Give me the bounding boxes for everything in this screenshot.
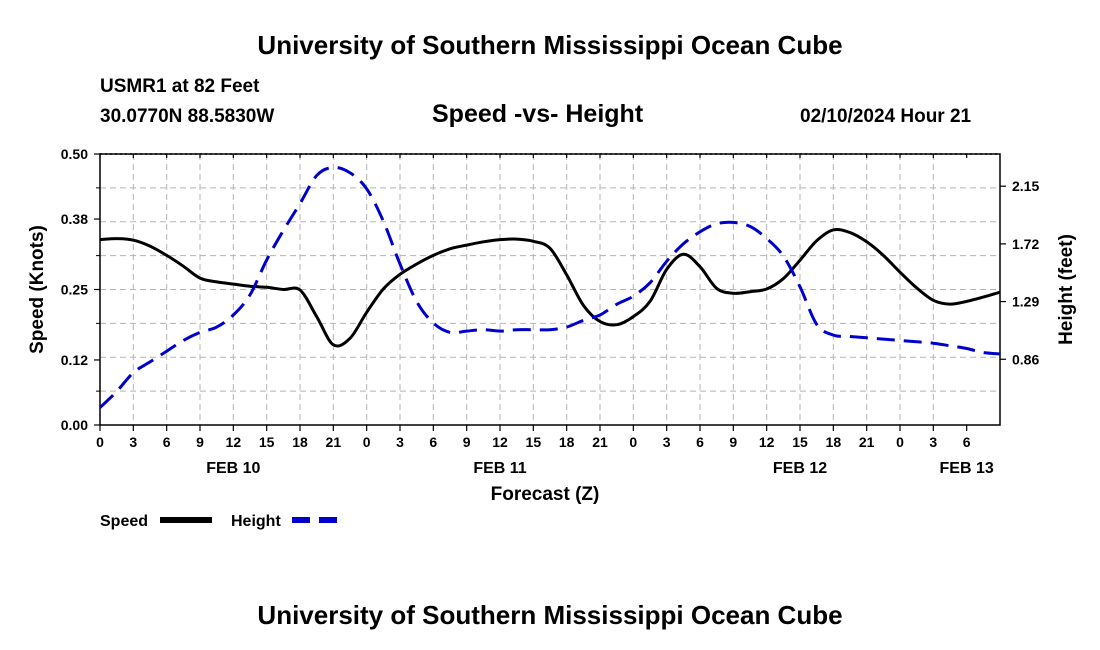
date-label: FEB 11 xyxy=(473,460,526,477)
x-tick-label: 15 xyxy=(792,434,808,450)
x-tick-label: 12 xyxy=(226,434,242,450)
y-axis-title: Speed (Knots) xyxy=(27,225,48,354)
y-tick-label: 0.25 xyxy=(61,282,88,298)
x-tick-label: 18 xyxy=(559,434,575,450)
x-tick-label: 3 xyxy=(663,434,671,450)
series-lines xyxy=(98,165,1001,409)
date-label: FEB 10 xyxy=(206,460,260,477)
y-tick-label: 0.12 xyxy=(61,352,88,368)
x-tick-label: 12 xyxy=(759,434,775,450)
x-tick-label: 15 xyxy=(259,434,275,450)
forecast-datetime: 02/10/2024 Hour 21 xyxy=(800,106,972,127)
x-tick-label: 12 xyxy=(492,434,508,450)
y-tick-label: 0.50 xyxy=(61,146,88,162)
x-tick-label: 6 xyxy=(163,434,171,450)
x-tick-label: 21 xyxy=(592,434,608,450)
y2-tick-label: 0.86 xyxy=(1012,351,1039,367)
x-tick-label: 18 xyxy=(292,434,308,450)
x-tick-label: 9 xyxy=(729,434,737,450)
chart-grid xyxy=(100,153,1000,425)
x-tick-label: 9 xyxy=(196,434,204,450)
date-label: FEB 13 xyxy=(940,460,994,477)
footer-title: University of Southern Mississippi Ocean… xyxy=(257,600,843,630)
axis-ticks xyxy=(94,153,1006,431)
date-label: FEB 12 xyxy=(773,460,827,477)
x-tick-label: 9 xyxy=(463,434,471,450)
y2-axis-title: Height (feet) xyxy=(1056,234,1077,345)
x-tick-label: 0 xyxy=(96,434,104,450)
x-tick-label: 0 xyxy=(896,434,904,450)
x-tick-label: 0 xyxy=(629,434,637,450)
x-tick-label: 3 xyxy=(929,434,937,450)
y2-tick-label: 2.15 xyxy=(1012,178,1039,194)
x-tick-label: 0 xyxy=(363,434,371,450)
chart-subtitle: Speed -vs- Height xyxy=(432,100,644,128)
x-axis-title: Forecast (Z) xyxy=(491,484,600,505)
x-tick-label: 21 xyxy=(326,434,342,450)
x-tick-label: 3 xyxy=(396,434,404,450)
chart-main-title: University of Southern Mississippi Ocean… xyxy=(257,30,843,60)
x-tick-label: 21 xyxy=(859,434,875,450)
y2-tick-label: 1.72 xyxy=(1012,236,1039,252)
chart-legend: Speed Height xyxy=(100,513,344,530)
x-tick-label: 6 xyxy=(963,434,971,450)
station-label: USMR1 at 82 Feet xyxy=(100,76,260,97)
series-line-speed xyxy=(99,227,1001,348)
series-line-height xyxy=(98,165,1001,409)
y-tick-label: 0.00 xyxy=(61,417,88,433)
y2-tick-label: 1.29 xyxy=(1012,294,1039,310)
x-tick-label: 3 xyxy=(129,434,137,450)
x-tick-label: 18 xyxy=(826,434,842,450)
axis-labels: 0 3 6 9 12 15 18 21 0 3 6 9 12 15 18 21 0 3 6 9 12 15 18 21 0 3 6 F… xyxy=(27,146,1077,505)
x-tick-label: 6 xyxy=(696,434,704,450)
legend-label-height: Height xyxy=(231,513,281,530)
x-tick-label: 15 xyxy=(526,434,542,450)
coordinates-label: 30.0770N 88.5830W xyxy=(100,106,275,127)
x-tick-label: 6 xyxy=(429,434,437,450)
legend-label-speed: Speed xyxy=(100,513,148,530)
y-tick-label: 0.38 xyxy=(61,211,88,227)
